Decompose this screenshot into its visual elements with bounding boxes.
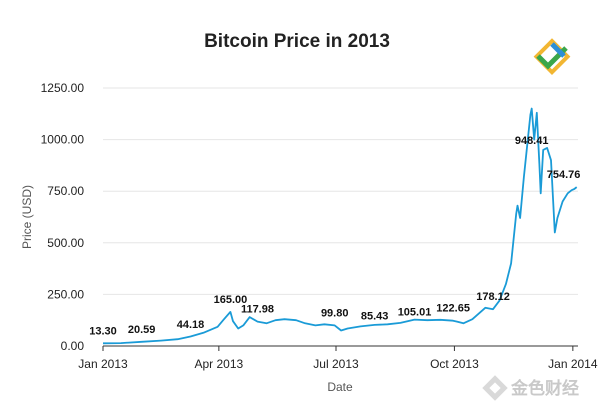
y-axis-ticks: 0.00 250.00 500.00 750.00 1000.00 1250.00 (41, 81, 85, 353)
chart-title: Bitcoin Price in 2013 (204, 31, 390, 52)
x-axis-title: Date (327, 380, 353, 394)
data-label: 20.59 (128, 324, 156, 336)
x-tick-label: Oct 2013 (430, 357, 479, 371)
jinse-logo-icon (482, 375, 508, 401)
gridlines (103, 87, 578, 295)
x-tick-label: Jul 2013 (313, 357, 359, 371)
series-line-bitcoin-price (102, 107, 578, 345)
x-tick-label: Jan 2013 (78, 357, 128, 371)
data-label: 85.43 (361, 310, 389, 322)
data-label: 754.76 (547, 169, 581, 181)
source-watermark-text: 金色财经 (510, 378, 579, 398)
data-label: 117.98 (241, 304, 274, 316)
data-label: 13.30 (89, 325, 117, 337)
y-tick-label: 1250.00 (41, 81, 85, 95)
data-label: 99.80 (321, 307, 349, 319)
x-axis-ticks: Jan 2013 Apr 2013 Jul 2013 Oct 2013 Jan 2014 (78, 346, 598, 371)
x-tick-label: Apr 2013 (195, 357, 244, 371)
data-label: 178.12 (476, 291, 510, 303)
y-tick-label: 250.00 (47, 287, 84, 301)
y-tick-label: 750.00 (47, 184, 84, 198)
data-label: 105.01 (398, 306, 432, 318)
data-label: 948.41 (515, 135, 549, 147)
data-label: 44.18 (177, 319, 205, 331)
y-tick-label: 0.00 (61, 339, 85, 353)
data-label: 122.65 (436, 303, 470, 315)
data-label: 165.00 (214, 294, 248, 306)
x-tick-label: Jan 2014 (548, 357, 598, 371)
y-tick-label: 500.00 (47, 236, 84, 250)
y-axis-title: Price (USD) (20, 185, 34, 249)
y-tick-label: 1000.00 (41, 133, 85, 147)
litefinance-logo-icon (533, 38, 571, 75)
